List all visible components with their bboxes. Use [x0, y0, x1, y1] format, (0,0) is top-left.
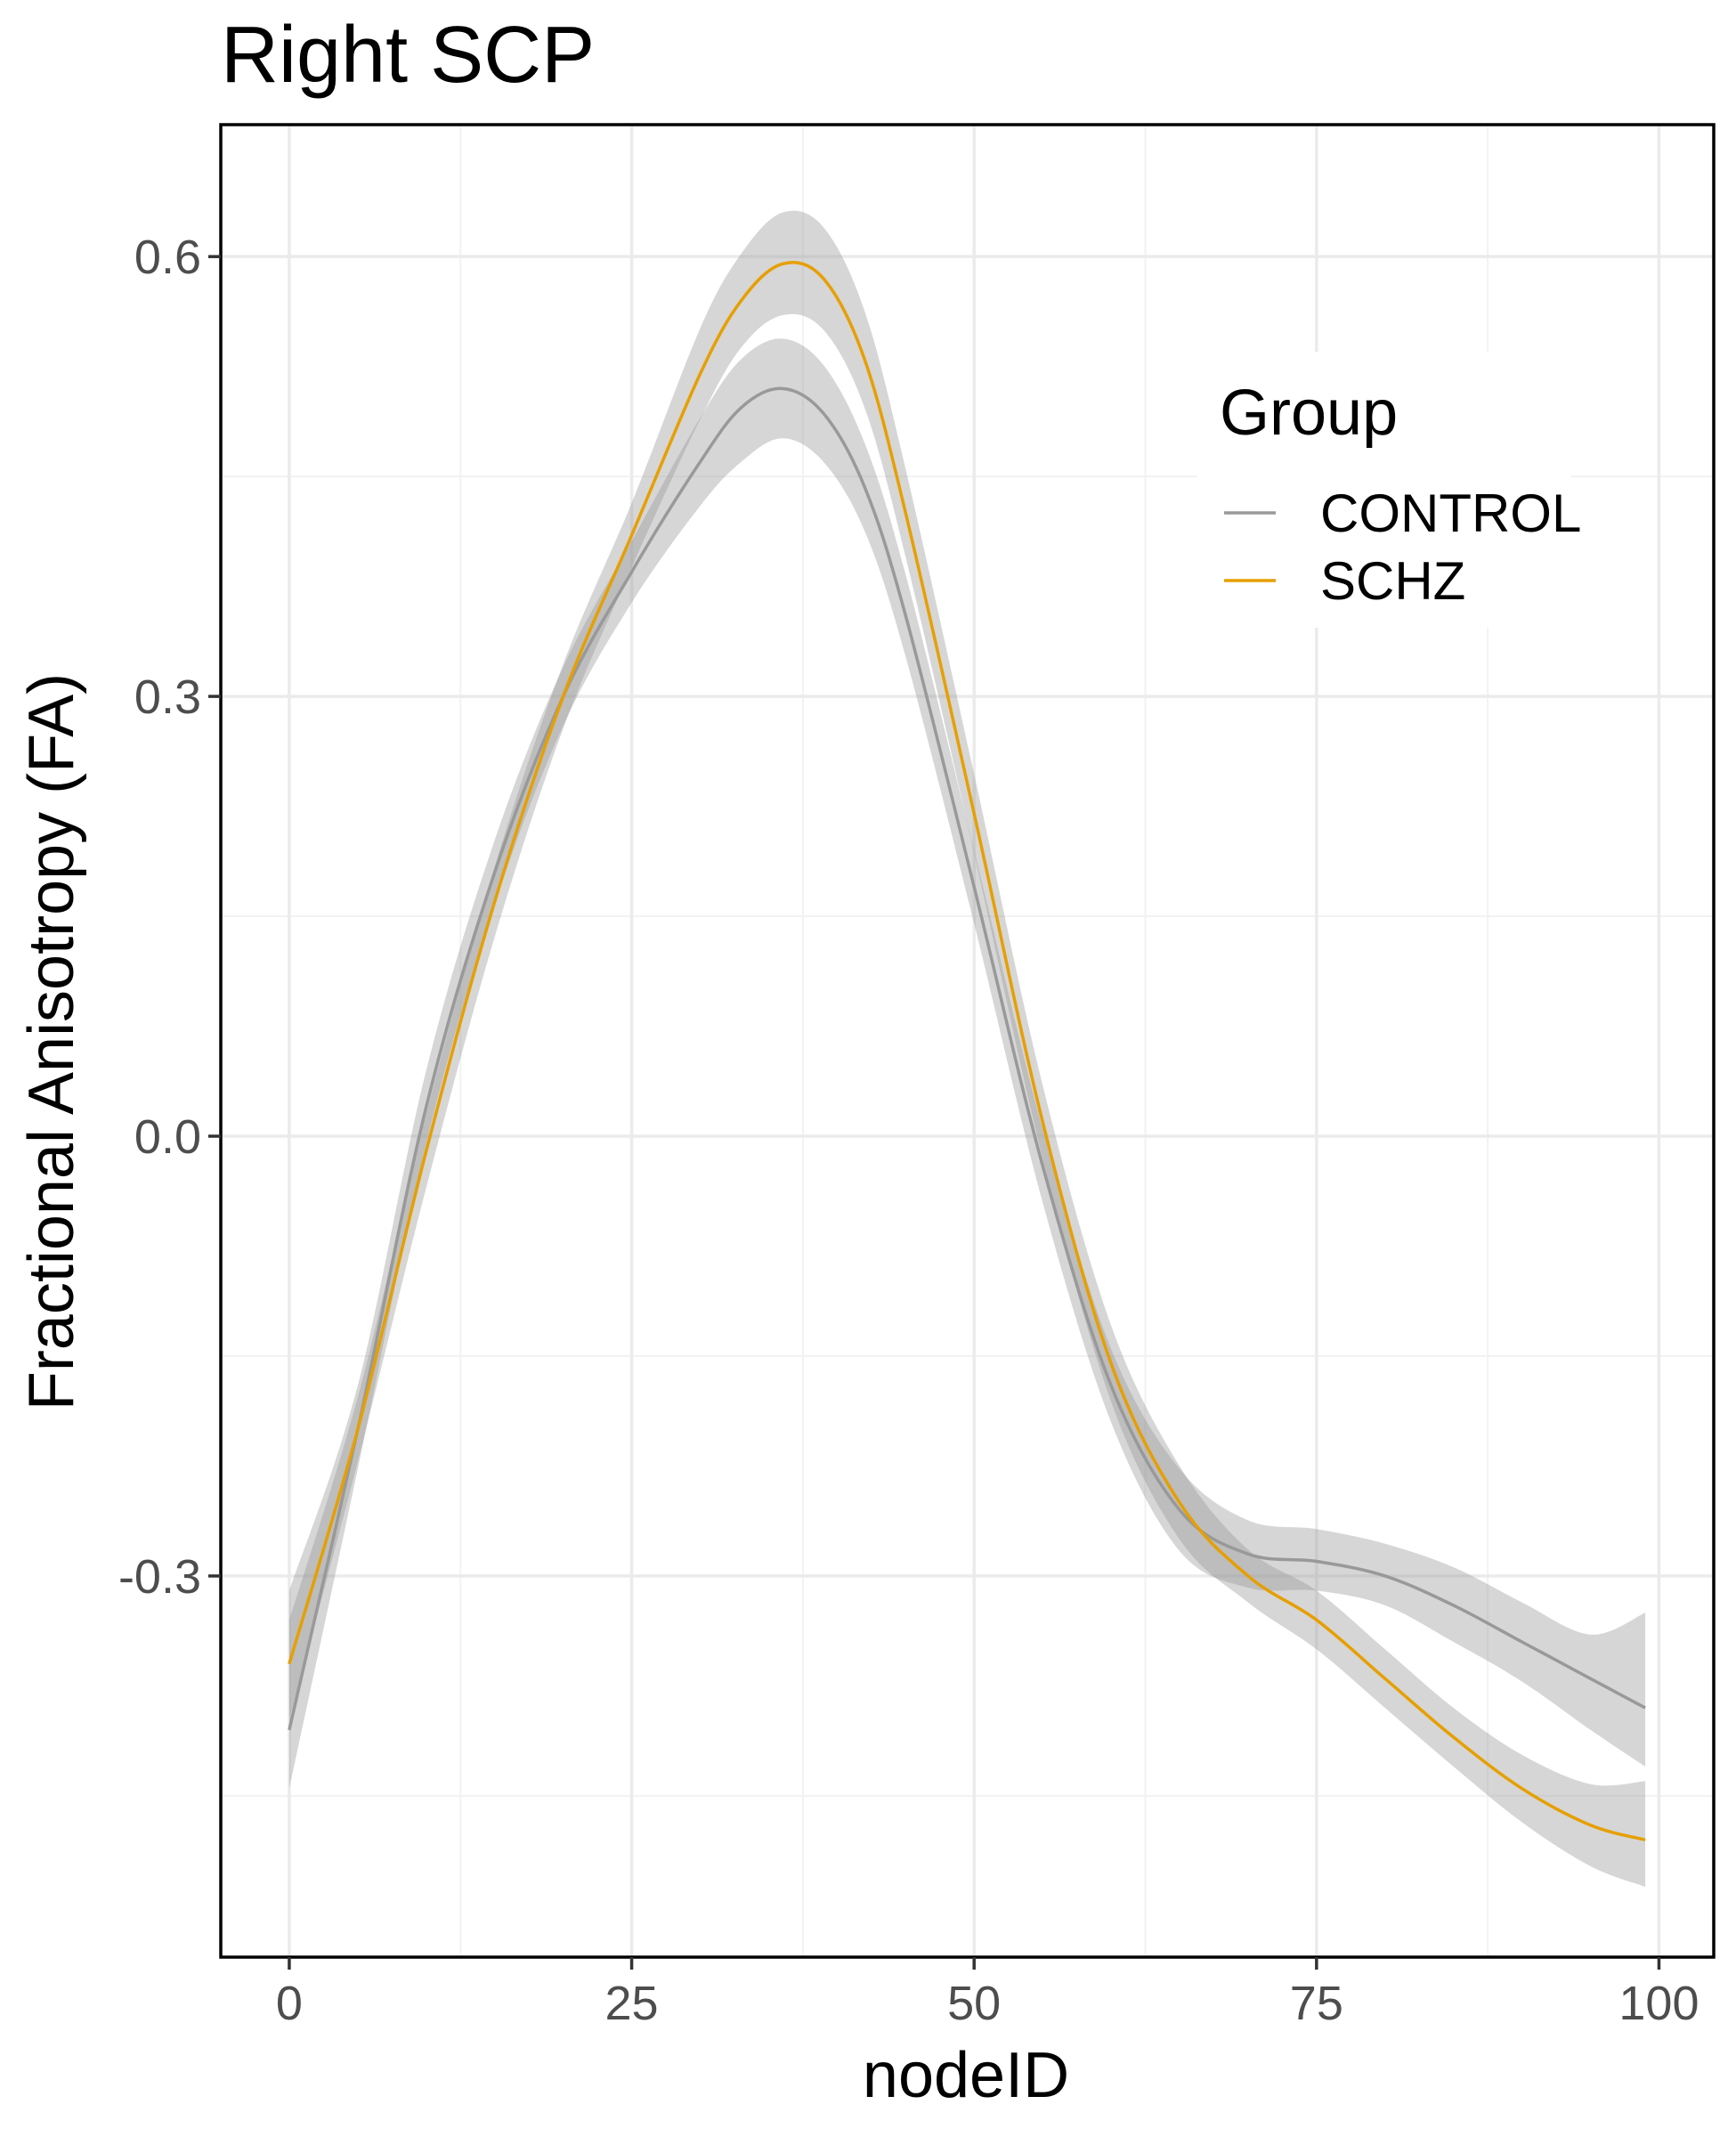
series-line-schz — [288, 260, 1646, 1841]
x-axis-title: nodeID — [863, 2040, 1069, 2111]
legend-label-schz: SCHZ — [1320, 551, 1465, 611]
chart-title: Right SCP — [221, 11, 595, 100]
x-tick-label: 0 — [276, 1977, 303, 2030]
legend: Group CONTROL SCHZ — [1197, 352, 1581, 628]
series-line-control — [288, 386, 1646, 1731]
confidence-bands — [288, 210, 1646, 1887]
x-tick-label: 100 — [1618, 1977, 1699, 2030]
y-tick-label: 0.3 — [134, 670, 201, 724]
x-tick-label: 75 — [1290, 1977, 1343, 2030]
plot-panel-border — [219, 123, 1716, 1959]
y-tick-label: -0.3 — [118, 1550, 201, 1604]
series-lines — [288, 260, 1646, 1841]
x-tick-label: 50 — [947, 1977, 1001, 2030]
x-tick-label: 25 — [605, 1977, 659, 2030]
legend-items: CONTROL SCHZ — [1224, 483, 1581, 611]
y-tick-label: 0.0 — [134, 1110, 201, 1164]
y-axis: -0.3 0.0 0.3 0.6 — [118, 231, 221, 1604]
confidence-band-control — [288, 338, 1646, 1789]
y-axis-title: Fractional Anisotropy (FA) — [16, 673, 87, 1410]
x-axis: 0 25 50 75 100 — [276, 1957, 1699, 2030]
y-tick-label: 0.6 — [134, 231, 201, 284]
legend-label-control: CONTROL — [1320, 483, 1581, 543]
legend-title: Group — [1220, 378, 1398, 449]
